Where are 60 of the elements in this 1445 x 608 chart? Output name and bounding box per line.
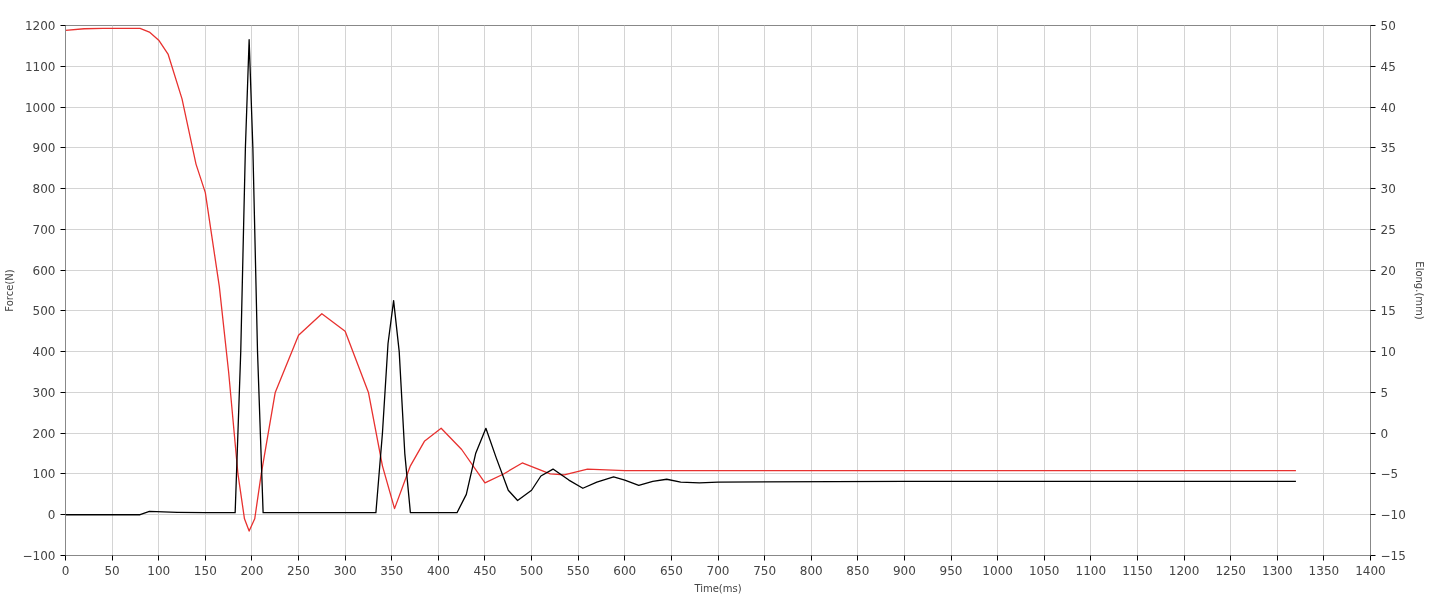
x-tick-label: 800 [799,563,823,578]
y2-tick-label: 10 [1380,345,1396,360]
x-tick-label: 50 [104,563,120,578]
x-tick-label: 950 [939,563,963,578]
x-tick-label: 200 [240,563,264,578]
y-tick-label: 400 [32,345,56,360]
x-tick-label: 150 [193,563,217,578]
x-tick-label: 250 [287,563,310,578]
x-tick-label: 1400 [1355,563,1386,578]
y2-tick-label: 45 [1380,59,1396,74]
x-tick-label: 350 [380,563,404,578]
y2-tick-label: 15 [1380,304,1396,319]
y-tick-label: 100 [32,467,56,482]
y2-tick-label: −15 [1380,549,1406,563]
y-axis-title: Force(N) [3,269,15,312]
x-tick-label: 0 [61,563,70,578]
x-tick-label: 1100 [1075,563,1107,578]
y-tick-label: 0 [47,508,56,523]
x-tick-label: 1200 [1168,563,1200,578]
y-tick-label: 900 [32,141,56,156]
y2-tick-label: −5 [1380,467,1399,482]
x-tick-label: 450 [473,563,497,578]
y2-tick-label: 5 [1380,385,1389,400]
x-tick-label: 650 [659,563,683,578]
x-tick-label: 1150 [1122,563,1153,578]
x-axis-title: Time(ms) [693,582,742,594]
y-tick-label: 1100 [24,59,56,74]
x-tick-label: 1050 [1028,563,1060,578]
y-tick-label: 600 [32,263,56,278]
y2-axis-title: Elong.(mm) [1413,261,1425,320]
x-tick-label: 850 [846,563,870,578]
y2-tick-label: 0 [1380,426,1389,441]
x-tick-label: 600 [613,563,637,578]
y-tick-label: 700 [32,222,56,237]
y2-tick-label: 40 [1380,100,1396,115]
y-tick-label: 200 [32,426,56,441]
x-tick-label: 1250 [1215,563,1246,578]
x-tick-label: 300 [333,563,357,578]
x-tick-label: 1300 [1262,563,1293,578]
x-tick-label: 550 [566,563,590,578]
x-tick-label: 750 [753,563,777,578]
y-tick-label: −100 [22,549,56,563]
y2-tick-label: 50 [1380,19,1396,33]
y-tick-label: 1200 [24,19,56,33]
x-tick-label: 700 [706,563,730,578]
y2-tick-label: 20 [1380,263,1396,278]
y2-tick-label: 35 [1380,141,1396,156]
y-tick-label: 800 [32,182,56,197]
y-tick-label: 500 [32,304,56,319]
x-tick-label: 100 [147,563,171,578]
y-tick-label: 300 [32,385,56,400]
x-tick-label: 400 [426,563,450,578]
y2-tick-label: −10 [1380,508,1406,523]
y-tick-label: 1000 [24,100,56,115]
x-tick-label: 500 [520,563,544,578]
y2-tick-label: 25 [1380,222,1396,237]
x-tick-label: 1000 [982,563,1013,578]
y2-tick-label: 30 [1380,182,1396,197]
x-tick-label: 900 [892,563,916,578]
x-tick-label: 1350 [1308,563,1340,578]
